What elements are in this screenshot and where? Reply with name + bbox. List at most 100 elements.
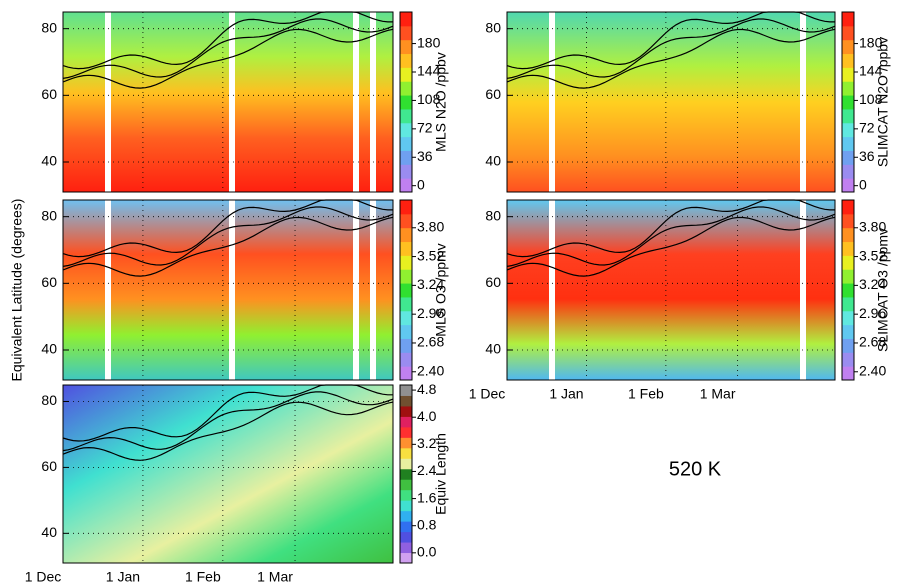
colorbar-frame — [841, 11, 855, 193]
contour-field — [507, 12, 835, 192]
colorbar-step — [400, 395, 412, 407]
contour-line — [506, 216, 836, 277]
colorbar-tick-label: 72 — [417, 120, 433, 136]
colorbar-step — [400, 81, 412, 96]
colorbar-step — [400, 95, 412, 110]
y-tick-label: 60 — [41, 274, 57, 290]
colorbar-frame — [399, 384, 413, 564]
missing-data — [105, 200, 111, 380]
colorbar-step — [400, 136, 412, 151]
plot-frame — [62, 199, 394, 381]
colorbar-step — [400, 426, 412, 438]
colorbar-step — [400, 489, 412, 501]
colorbar-step — [842, 366, 854, 381]
y-axis-label: Equivalent Latitude (degrees) — [9, 199, 25, 382]
colorbar-tick-label: 1.6 — [417, 489, 437, 505]
colorbar-step — [400, 269, 412, 284]
colorbar-step — [400, 531, 412, 543]
colorbar-step — [842, 200, 854, 215]
colorbar-step — [842, 241, 854, 256]
colorbar-step — [400, 283, 412, 298]
colorbar-label: SLIMCAT N2O /ppbv — [875, 37, 891, 167]
contour-field — [63, 200, 393, 380]
colorbar-frame — [841, 199, 855, 381]
contour-line — [62, 401, 394, 461]
colorbar-step — [842, 39, 854, 55]
colorbar-step — [400, 437, 412, 449]
colorbar-tick-label: 0.0 — [417, 544, 437, 560]
colorbar-tick-label: 3.52 — [417, 247, 444, 263]
missing-data — [229, 200, 235, 380]
colorbar-tick-label: 2.40 — [417, 362, 444, 378]
y-tick-label: 60 — [485, 86, 501, 102]
colorbar-step — [842, 227, 854, 243]
contour-field — [63, 385, 393, 563]
colorbar-step — [842, 164, 854, 179]
y-tick-label: 80 — [41, 207, 57, 223]
y-tick-label: 60 — [41, 86, 57, 102]
colorbar-step — [842, 67, 854, 82]
contour-field — [507, 200, 835, 380]
missing-data — [800, 200, 806, 380]
colorbar-step — [400, 310, 412, 326]
contour-line — [62, 28, 394, 89]
x-tick-label: 1 Mar — [257, 569, 293, 585]
missing-data — [370, 200, 376, 380]
y-tick-label: 80 — [41, 19, 57, 35]
colorbar-step — [400, 39, 412, 55]
missing-data — [800, 12, 806, 192]
colorbar-step — [842, 269, 854, 284]
x-tick-label: 1 Jan — [549, 386, 583, 402]
colorbar-step — [400, 12, 412, 27]
colorbar-step — [400, 458, 412, 470]
colorbar-tick-label: 2.40 — [859, 362, 886, 378]
colorbar-label: SLIMCAT O3 /ppmv — [875, 228, 891, 352]
missing-data — [370, 12, 376, 192]
colorbar-step — [842, 296, 854, 312]
colorbar-step — [400, 227, 412, 243]
plot-frame — [506, 199, 836, 381]
colorbar-step — [400, 521, 412, 533]
colorbar-step — [400, 416, 412, 428]
y-tick-label: 80 — [485, 19, 501, 35]
y-tick-label: 40 — [41, 524, 57, 540]
missing-data — [549, 12, 555, 192]
y-tick-label: 40 — [41, 153, 57, 169]
contour-line — [62, 206, 394, 267]
colorbar-step — [400, 296, 412, 312]
y-tick-label: 80 — [485, 207, 501, 223]
x-tick-label: 1 Feb — [628, 386, 664, 402]
colorbar-tick-label: 36 — [859, 148, 875, 164]
contour-line — [506, 206, 836, 267]
colorbar-step — [842, 150, 854, 165]
colorbar-step — [400, 164, 412, 179]
y-tick-label: 80 — [41, 392, 57, 408]
y-tick-label: 40 — [41, 341, 57, 357]
colorbar-tick-label: 4.8 — [417, 381, 437, 397]
colorbar-tick-label: 108 — [417, 91, 441, 107]
colorbar-label: MLS O3 /ppmv — [433, 243, 449, 336]
colorbar-step — [400, 150, 412, 165]
x-tick-label: 1 Jan — [106, 569, 140, 585]
colorbar-step — [400, 67, 412, 82]
colorbar-step — [400, 510, 412, 522]
colorbar-step — [842, 95, 854, 110]
contour-line — [506, 18, 836, 79]
colorbar-tick-label: 2.68 — [859, 334, 886, 350]
x-tick-label: 1 Mar — [700, 386, 736, 402]
colorbar-tick-label: 2.96 — [859, 305, 886, 321]
contour-line — [62, 391, 394, 452]
annotation: 520 K — [669, 458, 722, 480]
plot-frame — [62, 11, 394, 193]
colorbar-step — [400, 255, 412, 270]
y-tick-label: 40 — [485, 341, 501, 357]
colorbar-step — [400, 324, 412, 339]
colorbar-step — [842, 178, 854, 193]
colorbar-tick-label: 3.24 — [859, 276, 886, 292]
colorbar-step — [400, 200, 412, 215]
colorbar-step — [842, 352, 854, 367]
colorbar-tick-label: 0 — [417, 176, 425, 192]
colorbar-step — [400, 366, 412, 381]
colorbar-step — [842, 338, 854, 353]
